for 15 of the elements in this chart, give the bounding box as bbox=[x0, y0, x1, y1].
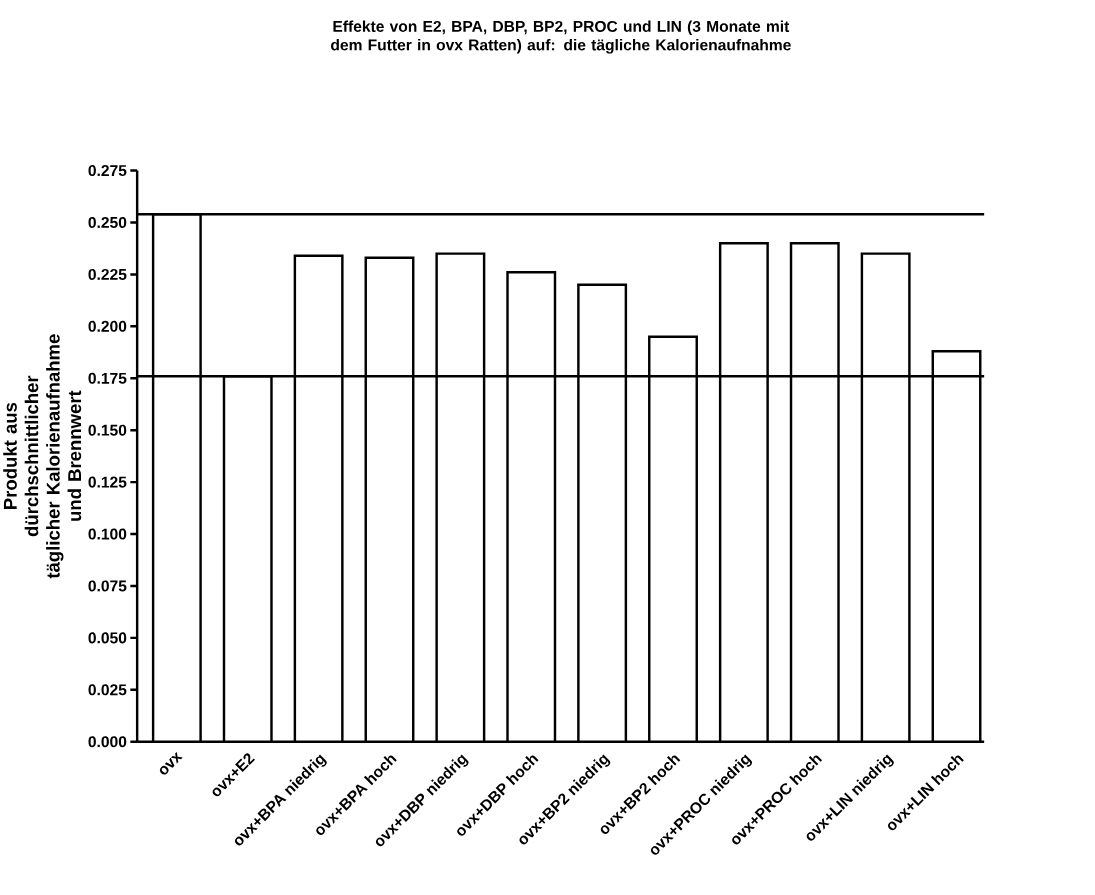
y-tick-label: 0.025 bbox=[88, 684, 127, 696]
y-tick-label: 0.125 bbox=[88, 476, 127, 488]
y-tick-label: 0.225 bbox=[88, 269, 127, 281]
y-tick-label: 0.250 bbox=[88, 217, 127, 229]
y-tick-label: 0.200 bbox=[88, 320, 127, 332]
y-tick-label: 0.175 bbox=[88, 372, 127, 384]
chart-title: Effekte von E2, BPA, DBP, BP2, PROC und LIN (3 Monate mit dem Futter in ovx Ratten) auf: die tägliche Kalorienaufnahme bbox=[331, 20, 791, 54]
y-tick-label: 0.075 bbox=[88, 580, 127, 592]
y-tick-label: 0.000 bbox=[88, 736, 127, 748]
y-tick-label: 0.275 bbox=[88, 165, 127, 177]
y-tick-label: 0.050 bbox=[88, 632, 127, 644]
y-tick-label: 0.100 bbox=[88, 528, 127, 540]
y-axis-title: Produkt aus dürchschnittlicher täglicher Kalorienaufnahme und Brennwert bbox=[3, 334, 82, 579]
y-tick-label: 0.150 bbox=[88, 424, 127, 436]
x-tick-label: ovx bbox=[159, 752, 183, 775]
